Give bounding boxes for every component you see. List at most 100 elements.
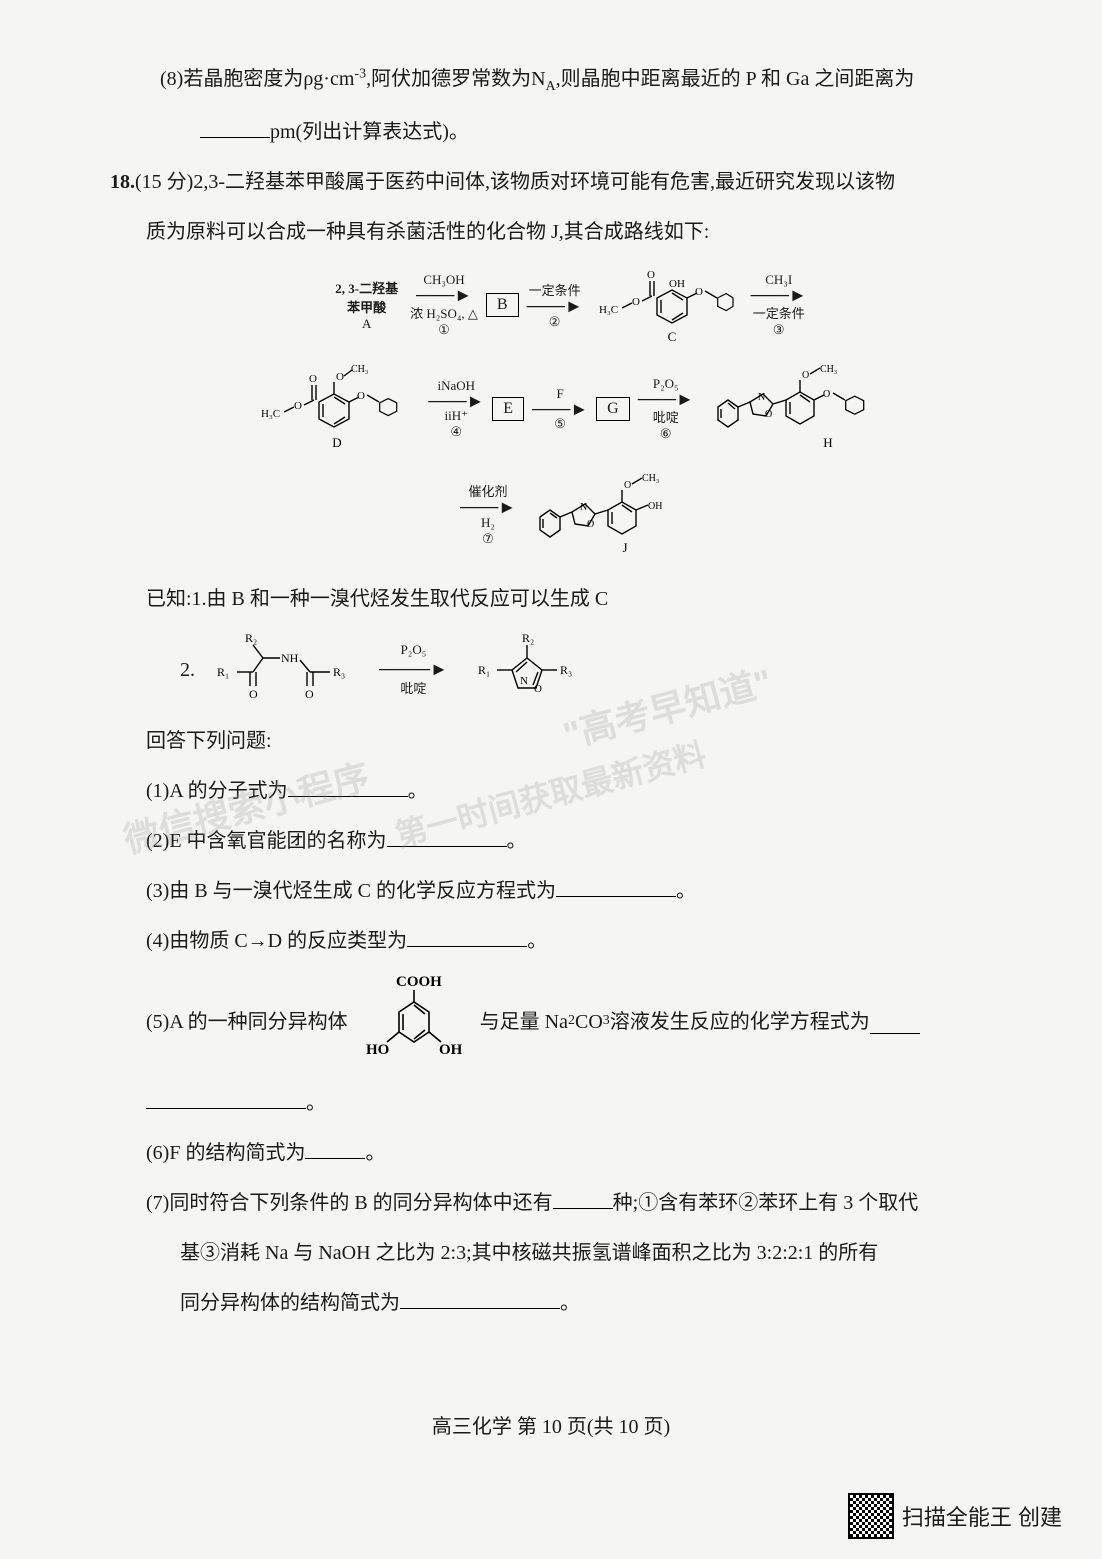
svg-text:O: O (534, 683, 542, 695)
structure-J: N O O CH₃ OH J (530, 467, 680, 562)
svg-text:O: O (802, 370, 809, 381)
svg-text:O: O (695, 286, 703, 298)
structure-D: H₃C O O O CH₃ O D (259, 362, 414, 457)
svg-text:O: O (305, 687, 314, 701)
period: 。 (408, 780, 428, 802)
known2-right-structure: R₂ N O R₁ R₃ (462, 630, 592, 710)
sub: 2 (568, 1008, 575, 1035)
text: ,阿伏加德罗常数为N (366, 68, 545, 90)
known2-arrow: P₂O₅ ────► 吡啶 (379, 638, 448, 702)
text: 基③消耗 Na 与 NaOH 之比为 2:3;其中核磁共振氢谱峰面积之比为 3:… (180, 1242, 878, 1264)
label-H: H (823, 435, 832, 450)
arrow-icon: ───► (532, 402, 588, 416)
compound-E: E (492, 397, 524, 421)
sub: A (546, 79, 556, 94)
svg-text:OH: OH (439, 1042, 463, 1058)
q18-header-line1: 18.(15 分)2,3-二羟基苯甲酸属于医药中间体,该物质对环境可能有危害,最… (110, 163, 1012, 201)
step-5: F ───► ⑤ (532, 386, 588, 432)
text: (15 分)2,3-二羟基苯甲酸属于医药中间体,该物质对环境可能有危害,最近研究… (135, 171, 895, 193)
text: ,则晶胞中距离最近的 P 和 Ga 之间距离为 (556, 68, 915, 90)
svg-text:O: O (357, 390, 365, 402)
text: 种;①含有苯环②苯环上有 3 个取代 (613, 1192, 919, 1214)
sup: -3 (354, 66, 366, 81)
q18-num-label: 18. (110, 171, 135, 193)
svg-text:O: O (587, 519, 594, 530)
q18-4: (4)由物质 C→D 的反应类型为。 (110, 922, 1012, 960)
blank (200, 114, 270, 138)
svg-text:CH₃: CH₃ (642, 473, 659, 484)
known2-prefix: 2. (180, 651, 195, 689)
svg-text:N: N (758, 392, 765, 403)
q18-3: (3)由 B 与一溴代烃生成 C 的化学反应方程式为 。 (110, 872, 1012, 910)
step-7: 催化剂 ───► H₂ ⑦ (460, 481, 516, 546)
text: (8)若晶胞密度为ρg·cm (160, 68, 354, 90)
svg-text:R₂: R₂ (522, 631, 534, 645)
step-1: CH₃OH ───► 浓 H₂SO₄, △ ① (410, 272, 478, 337)
scan-text: 扫描全能王 创建 (902, 1500, 1062, 1532)
svg-text:O: O (632, 296, 640, 308)
arrow-icon: ───► (527, 299, 583, 313)
arrow-icon: ───► (638, 392, 694, 406)
blank (387, 823, 507, 847)
synthesis-scheme: 2, 3-二羟基 苯甲酸 A CH₃OH ───► 浓 H₂SO₄, △ ① B… (110, 263, 1012, 562)
text: 质为原料可以合成一种具有杀菌活性的化合物 J,其合成路线如下: (146, 221, 709, 243)
q18-5-structure: COOH HO OH (354, 972, 474, 1072)
svg-text:NH: NH (281, 651, 299, 665)
q18-7-line3: 同分异构体的结构简式为。 (110, 1284, 1012, 1322)
svg-text:H₃C: H₃C (261, 408, 280, 420)
blank (556, 873, 676, 897)
structure-H: N O O CH₃ O H (708, 362, 883, 457)
step-6: P₂O₅ ───► 吡啶 ⑥ (638, 376, 694, 441)
arrow-icon: ────► (379, 662, 448, 676)
step-2: 一定条件 ───► ② (527, 280, 583, 329)
compound-G: G (596, 397, 630, 421)
period: 。 (507, 830, 527, 852)
svg-text:COOH: COOH (396, 974, 442, 990)
q18-7-line1: (7)同时符合下列条件的 B 的同分异构体中还有种;①含有苯环②苯环上有 3 个… (110, 1184, 1012, 1222)
text: 已知:1.由 B 和一种一溴代烃发生取代反应可以生成 C (146, 588, 608, 610)
q18-5: (5)A 的一种同分异构体 COOH HO OH 与足量 Na2CO3溶液发生反… (110, 972, 1012, 1072)
svg-text:R₃: R₃ (560, 663, 572, 677)
blank (870, 1010, 920, 1034)
svg-text:CH₃: CH₃ (820, 364, 837, 375)
text: 溶液发生反应的化学方程式为 (610, 1003, 870, 1041)
q17-8-line2: pm(列出计算表达式)。 (110, 113, 1012, 151)
answer-label: 回答下列问题: (110, 722, 1012, 760)
svg-text:R₂: R₂ (245, 631, 257, 645)
text: CO (575, 1003, 603, 1041)
q18-2: (2)E 中含氧官能团的名称为 。 (110, 822, 1012, 860)
text: (2)E 中含氧官能团的名称为 (146, 830, 387, 852)
svg-text:R₁: R₁ (478, 663, 490, 677)
svg-text:O: O (309, 373, 317, 385)
q18-1: (1)A 的分子式为。 (110, 772, 1012, 810)
svg-text:HO: HO (366, 1042, 389, 1058)
text: pm(列出计算表达式)。 (270, 121, 469, 143)
svg-text:R₁: R₁ (217, 665, 229, 679)
svg-text:R₃: R₃ (333, 665, 345, 679)
blank (146, 1085, 306, 1109)
period: 。 (527, 930, 547, 952)
svg-text:N: N (520, 675, 528, 687)
blank (305, 1135, 365, 1159)
text: (5)A 的一种同分异构体 (146, 1003, 348, 1041)
compound-B: B (486, 293, 519, 317)
structure-C: H₃C O O OH O C (597, 263, 737, 348)
period: 。 (365, 1142, 385, 1164)
svg-text:O: O (336, 371, 344, 383)
blank (400, 1285, 560, 1309)
label-D: D (333, 435, 342, 450)
svg-text:N: N (580, 502, 587, 513)
q17-8-line1: (8)若晶胞密度为ρg·cm-3,阿伏加德罗常数为NA,则晶胞中距离最近的 P … (110, 60, 1012, 101)
arrow-icon: ───► (751, 288, 807, 302)
q18-7-line2: 基③消耗 Na 与 NaOH 之比为 2:3;其中核磁共振氢谱峰面积之比为 3:… (110, 1234, 1012, 1272)
svg-text:OH: OH (669, 278, 685, 290)
text: 与足量 Na (480, 1003, 568, 1041)
svg-text:O: O (624, 480, 631, 491)
svg-text:H₃C: H₃C (599, 304, 618, 316)
compound-A: 2, 3-二羟基 苯甲酸 A (335, 278, 398, 332)
svg-text:O: O (765, 409, 772, 420)
svg-text:CH₃: CH₃ (351, 364, 368, 375)
text: (3)由 B 与一溴代烃生成 C 的化学反应方程式为 (146, 880, 556, 902)
known-1: 已知:1.由 B 和一种一溴代烃发生取代反应可以生成 C (110, 580, 1012, 618)
period: 。 (676, 880, 696, 902)
